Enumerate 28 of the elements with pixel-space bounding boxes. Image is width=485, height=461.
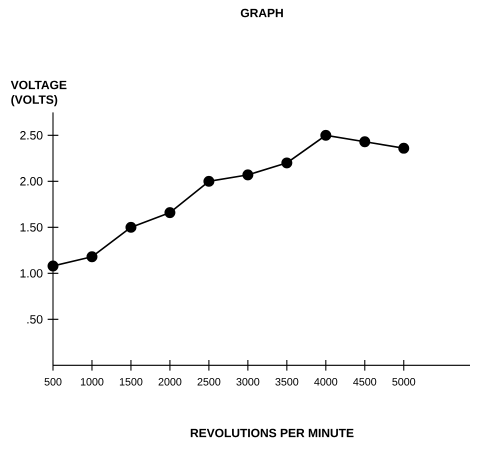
point <box>125 222 136 233</box>
point <box>86 251 98 262</box>
point <box>281 157 292 168</box>
point <box>203 176 214 187</box>
chart-title: GRAPH <box>240 8 283 18</box>
point <box>164 207 176 218</box>
y-tick-label: 1.00 <box>20 269 42 278</box>
x-tick-label: 3500 <box>275 378 298 386</box>
x-tick-label: 3000 <box>236 378 260 386</box>
point <box>242 169 254 180</box>
y-tick-label: .50 <box>27 315 42 324</box>
y-tick-label: 2.00 <box>20 177 42 186</box>
point <box>48 260 58 272</box>
point <box>359 136 370 148</box>
x-tick-label: 1000 <box>80 378 104 386</box>
x-tick-label: 1500 <box>120 378 142 386</box>
x-tick-label: 5000 <box>392 378 416 386</box>
y-tick-label: 2.50 <box>20 131 42 140</box>
x-axis-title: REVOLUTIONS PER MINUTE <box>190 428 354 438</box>
x-tick-label: 500 <box>44 378 62 386</box>
x-tick-label: 2000 <box>158 378 182 386</box>
x-tick-label: 4500 <box>353 378 376 386</box>
x-tick-label: 4000 <box>314 378 338 386</box>
point <box>398 142 410 154</box>
y-axis-title: VOLTAGE (VOLTS) <box>10 80 66 106</box>
point <box>320 130 332 141</box>
y-tick-label: 1.50 <box>20 223 42 232</box>
x-tick-label: 2500 <box>198 378 220 386</box>
